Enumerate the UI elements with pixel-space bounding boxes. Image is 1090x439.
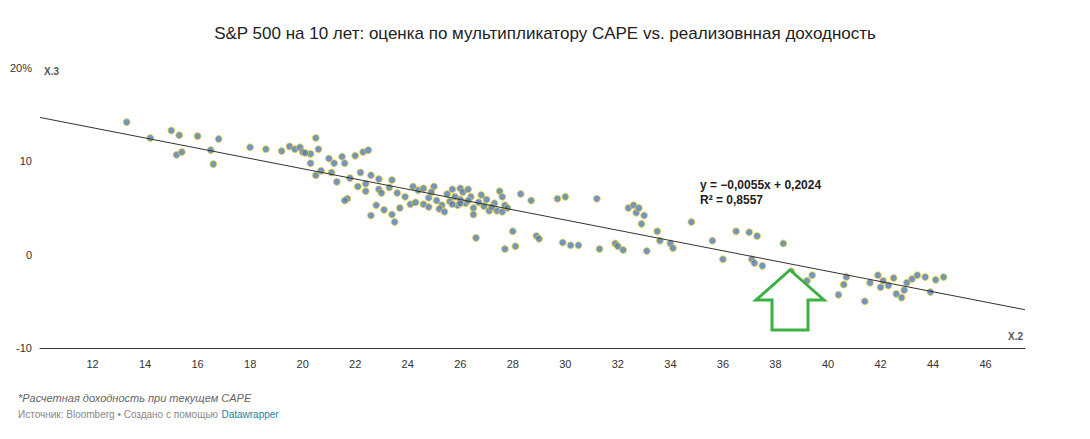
svg-text:40: 40 bbox=[822, 358, 834, 370]
svg-text:26: 26 bbox=[454, 358, 466, 370]
svg-text:14: 14 bbox=[139, 358, 151, 370]
svg-text:Источник: Bloomberg • Создано: Источник: Bloomberg • Создано с помощью bbox=[18, 409, 219, 420]
svg-text:*Расчетная доходность при теку: *Расчетная доходность при текущем CAPE bbox=[18, 392, 252, 404]
svg-text:38: 38 bbox=[769, 358, 781, 370]
svg-text:42: 42 bbox=[874, 358, 886, 370]
svg-text:S&P 500 на 10 лет: оценка по м: S&P 500 на 10 лет: оценка по мультиплика… bbox=[214, 24, 876, 43]
svg-text:10: 10 bbox=[20, 155, 32, 167]
svg-text:X.2: X.2 bbox=[1008, 331, 1023, 342]
svg-text:36: 36 bbox=[717, 358, 729, 370]
svg-text:44: 44 bbox=[927, 358, 939, 370]
svg-text:30: 30 bbox=[559, 358, 571, 370]
svg-text:Datawrapper: Datawrapper bbox=[221, 409, 279, 420]
svg-text:32: 32 bbox=[612, 358, 624, 370]
svg-text:16: 16 bbox=[191, 358, 203, 370]
svg-text:22: 22 bbox=[349, 358, 361, 370]
svg-text:X.3: X.3 bbox=[44, 66, 59, 77]
svg-text:46: 46 bbox=[979, 358, 991, 370]
svg-text:-10: -10 bbox=[16, 342, 32, 354]
svg-text:28: 28 bbox=[507, 358, 519, 370]
svg-text:18: 18 bbox=[244, 358, 256, 370]
svg-text:20: 20 bbox=[297, 358, 309, 370]
svg-text:0: 0 bbox=[26, 249, 32, 261]
svg-text:12: 12 bbox=[86, 358, 98, 370]
svg-text:y = −0,0055x + 0,2024: y = −0,0055x + 0,2024 bbox=[700, 178, 821, 192]
svg-text:R² = 0,8557: R² = 0,8557 bbox=[700, 193, 763, 207]
svg-text:20%: 20% bbox=[10, 62, 32, 74]
svg-text:34: 34 bbox=[664, 358, 676, 370]
svg-text:24: 24 bbox=[402, 358, 414, 370]
